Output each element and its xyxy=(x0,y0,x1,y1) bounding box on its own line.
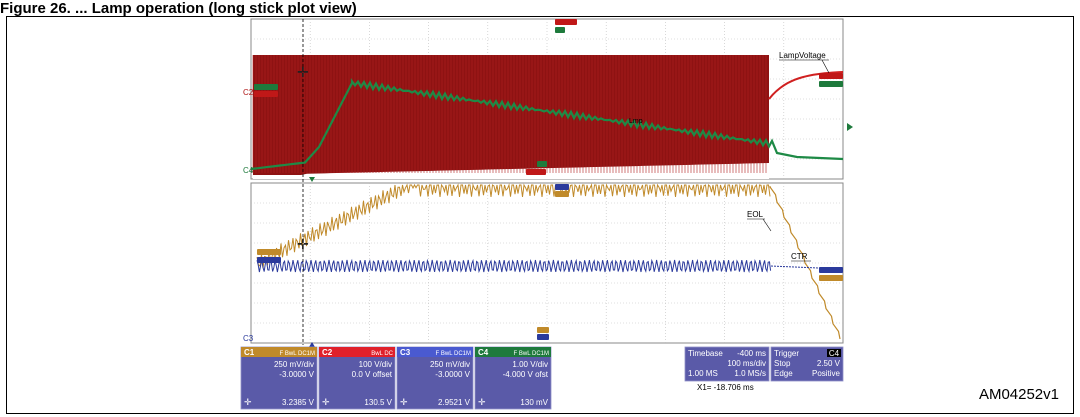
channel-panel-header xyxy=(475,347,551,357)
c4-tag-left xyxy=(254,84,278,90)
timebase-time-div: 100 ms/div xyxy=(727,359,766,368)
c3-marker: C3 xyxy=(243,334,254,343)
channel-panel-bg xyxy=(240,346,318,410)
c2-tag-mid xyxy=(526,169,546,175)
c1-tag-top xyxy=(555,191,569,197)
c1-tag-bottom xyxy=(537,327,549,333)
c1-trace xyxy=(256,183,771,269)
figure-frame: ✛ ✛ C2 C4 C3 LampVoltage Lmp EOL CTR C1 F BwL DC1M… xyxy=(6,16,1074,414)
annotation-lamp-voltage: LampVoltage xyxy=(779,51,826,60)
timebase-delay: -400 ms xyxy=(737,349,766,358)
channel-volts-div: 250 mV/div xyxy=(430,360,470,369)
timebase-label: Timebase xyxy=(688,349,723,358)
c4-trace xyxy=(250,78,844,171)
crosshair-top: ✛ xyxy=(297,65,309,81)
c3-tag-bottom xyxy=(537,334,549,340)
channel-volts-div: 250 mV/div xyxy=(274,360,314,369)
figure-caption: Figure 26. ... Lamp operation (long stic… xyxy=(0,0,357,17)
oscilloscope-display: ✛ ✛ C2 C4 C3 LampVoltage Lmp EOL CTR C1 F BwL DC1M… xyxy=(240,18,853,410)
channel-panel-bg xyxy=(396,346,474,410)
c2-tag-left xyxy=(254,91,278,97)
annotation-ctr: CTR xyxy=(791,252,808,261)
channel-volts-div: 100 V/div xyxy=(359,360,392,369)
c4-tag-mid xyxy=(537,161,547,167)
channel-offset: -4.000 V ofst xyxy=(503,370,549,379)
reference-code: AM04252v1 xyxy=(978,386,1059,403)
annotation-lamp-voltage-leader xyxy=(821,59,830,74)
trigger-source: C4 xyxy=(829,349,840,358)
channel-panel-header xyxy=(319,347,395,357)
channel-panel-c1: C1 F BwL DC1M 250 mV/div-3.0000 V ✛ 3.2385 V xyxy=(240,346,318,410)
c1-tag-right xyxy=(819,275,843,281)
channel-cursor-icon: ✛ xyxy=(244,398,252,408)
cursor-readout: X1= -18.706 ms xyxy=(697,383,754,392)
c1-tag-left xyxy=(257,249,281,255)
channel-id: C1 xyxy=(244,348,255,357)
channel-value: 130.5 V xyxy=(364,398,392,407)
channel-volts-div: 1.00 V/div xyxy=(512,360,548,369)
channel-panel-bg xyxy=(318,346,396,410)
channel-id: C2 xyxy=(322,348,333,357)
c3-tag-top xyxy=(555,184,569,190)
trigger-slope: Positive xyxy=(812,369,841,378)
annotation-eol-leader xyxy=(762,218,772,232)
timebase-rate: 1.0 MS/s xyxy=(734,369,766,378)
bottom-graticule xyxy=(250,182,844,344)
c2-tag-right xyxy=(819,73,843,79)
c2-trace-after xyxy=(768,71,844,100)
channel-tags: F BwL DC1M xyxy=(280,351,315,357)
crosshair-bottom: ✛ xyxy=(297,237,309,253)
c2-marker: C2 xyxy=(243,88,254,97)
channel-offset: -3.0000 V xyxy=(279,370,314,379)
trigger-marker-bottom xyxy=(309,342,315,347)
channel-cursor-icon: ✛ xyxy=(400,398,408,408)
channel-cursor-icon: ✛ xyxy=(322,398,330,408)
channel-offset: 0.0 V offset xyxy=(352,370,393,379)
channel-value: 2.9521 V xyxy=(438,398,471,407)
channel-id: C3 xyxy=(400,348,411,357)
c3-tag-right xyxy=(819,267,843,273)
trigger-panel: Trigger C4 Stop 2.50 V Edge Positive xyxy=(770,346,844,382)
channel-value: 3.2385 V xyxy=(282,398,315,407)
c3-trace xyxy=(256,258,772,274)
c3-tag-left xyxy=(257,257,281,263)
annotation-lamp-current: Lmp xyxy=(629,118,643,125)
timebase-bg xyxy=(684,346,770,382)
channel-panel-bg xyxy=(474,346,552,410)
trigger-level: 2.50 V xyxy=(817,359,841,368)
c2-tag-top xyxy=(555,19,577,25)
trigger-marker-top xyxy=(309,177,315,182)
channel-tags: BwL DC xyxy=(371,351,393,357)
channel-offset: -3.0000 V xyxy=(435,370,470,379)
c1-eol-fall xyxy=(768,186,841,340)
channel-tags: F BwL DC1M xyxy=(436,351,471,357)
channel-panel-header xyxy=(241,347,317,357)
timebase-samples: 1.00 MS xyxy=(688,369,718,378)
trigger-source-box xyxy=(827,349,841,357)
channel-cursor-icon: ✛ xyxy=(478,398,486,408)
c4-marker: C4 xyxy=(243,166,254,175)
channel-value: 130 mV xyxy=(520,398,548,407)
channel-panel-header xyxy=(397,347,473,357)
channel-tags: F BwL DC1M xyxy=(514,351,549,357)
channel-id: C4 xyxy=(478,348,489,357)
c4-tag-top xyxy=(555,27,565,33)
annotation-eol: EOL xyxy=(747,210,764,219)
channel-panel-c3: C3 F BwL DC1M 250 mV/div-3.0000 V ✛ 2.9521 V xyxy=(396,346,474,410)
channel-panel-c4: C4 F BwL DC1M 1.00 V/div-4.000 V ofst ✛ 130 … xyxy=(474,346,552,410)
c4-tag-right xyxy=(819,81,843,87)
trigger-mode: Stop xyxy=(774,359,791,368)
level-marker xyxy=(847,123,853,131)
trigger-type: Edge xyxy=(774,369,793,378)
trigger-label: Trigger xyxy=(774,349,799,358)
